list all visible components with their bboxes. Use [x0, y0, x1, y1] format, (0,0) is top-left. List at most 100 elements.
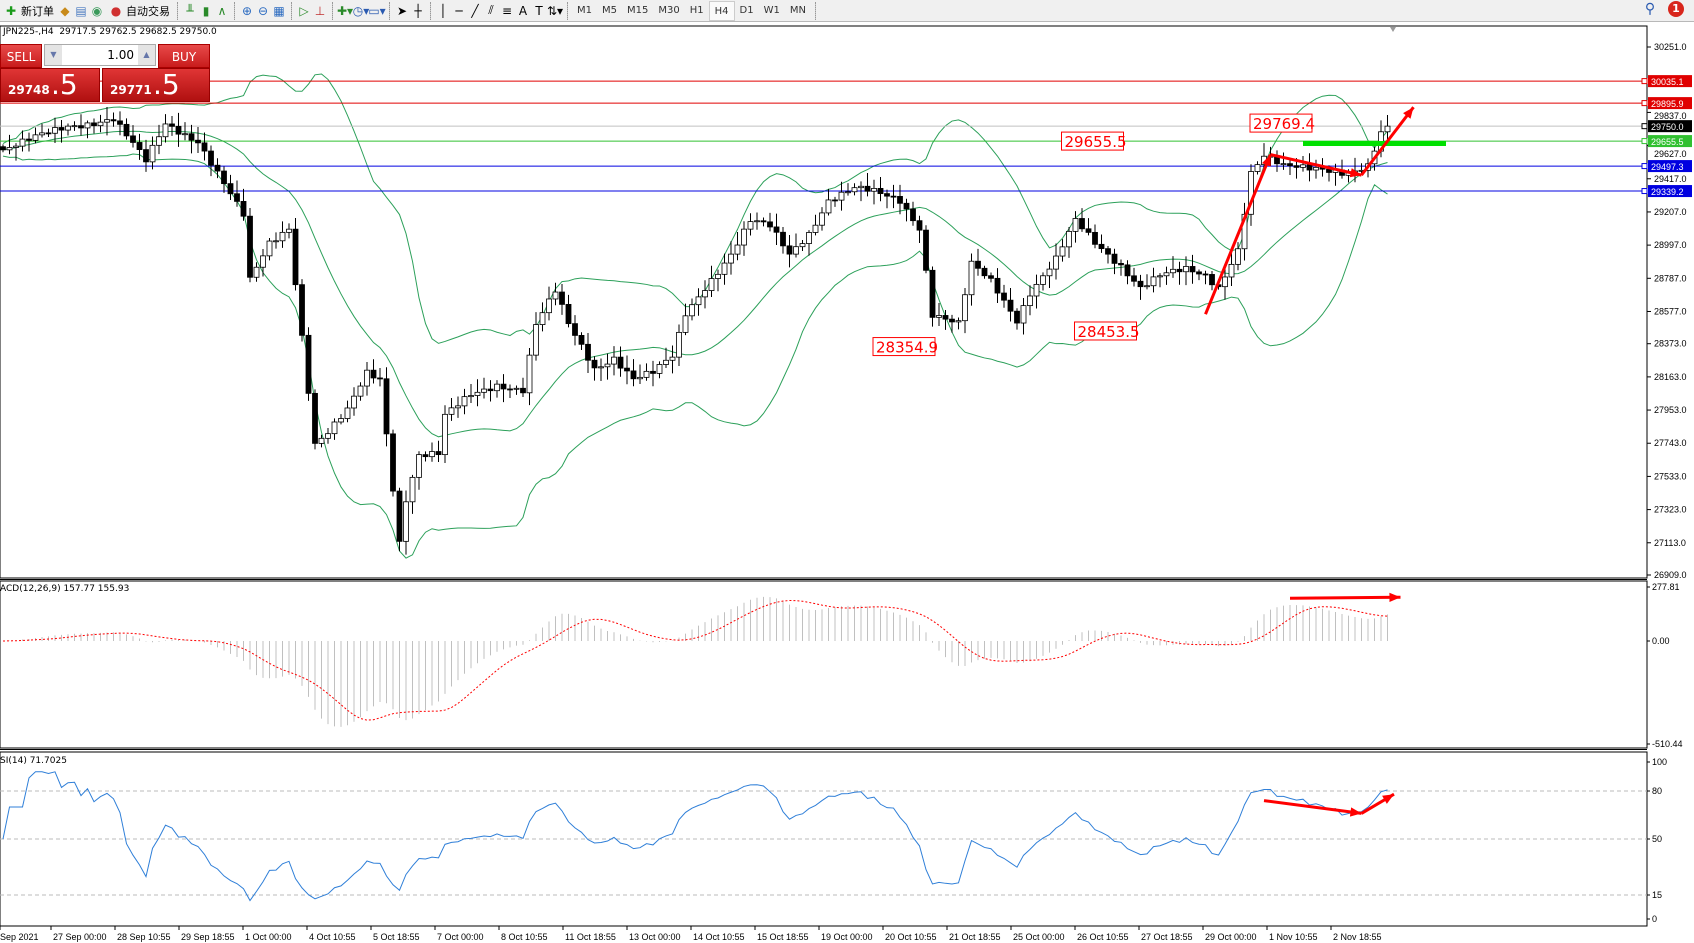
decrease-lot-icon[interactable]: ▼	[45, 45, 62, 65]
candle-body	[981, 267, 988, 277]
candle	[637, 364, 643, 385]
candle	[962, 287, 968, 334]
candle-body	[39, 132, 45, 136]
new-order-label: 新订单	[21, 4, 54, 18]
candle-body	[78, 125, 84, 129]
lot-size-stepper[interactable]: ▼ 1.00 ▲	[44, 44, 156, 66]
candle-body	[559, 291, 565, 305]
candle-body	[1098, 243, 1105, 250]
tile-windows-icon[interactable]: ▦	[273, 3, 285, 18]
candle-body	[1254, 164, 1261, 172]
timeframe-m5[interactable]: M5	[602, 4, 617, 16]
candle-body	[572, 323, 578, 336]
equidistant-channel-icon[interactable]: ⫽	[488, 3, 494, 17]
cursor-icon[interactable]: ➤	[396, 3, 408, 18]
chart-canvas[interactable]: 29655.5 28354.9 28453.5 29769.4 30251.0 29837…	[0, 22, 1694, 943]
notification-badge[interactable]: 1	[1668, 1, 1684, 17]
candle	[942, 310, 949, 330]
rsi-line	[2, 771, 1388, 902]
vertical-line-icon[interactable]: │	[439, 3, 447, 18]
zoom-out-icon[interactable]: ⊖	[257, 3, 269, 18]
candle-body	[1241, 213, 1248, 250]
candle	[858, 181, 864, 202]
candlestick-icon[interactable]: ▮	[202, 3, 210, 18]
candle	[175, 112, 182, 147]
line-chart-icon[interactable]: ∧	[217, 3, 227, 18]
timeframe-w1[interactable]: W1	[763, 4, 780, 16]
candle-body	[1280, 163, 1287, 166]
separator	[567, 1, 568, 20]
candle	[617, 346, 624, 377]
data-window-icon[interactable]: ▤	[75, 3, 87, 18]
zoom-in-icon[interactable]: ⊕	[241, 3, 253, 18]
autoscroll-icon[interactable]: ▷	[299, 3, 309, 18]
candle	[650, 360, 656, 387]
rsi-y-tick-label: 0	[1652, 914, 1657, 924]
lot-size-input[interactable]: 1.00	[107, 48, 134, 62]
candle	[292, 218, 299, 291]
candle-body	[188, 133, 195, 141]
signals-icon[interactable]: ◉	[91, 3, 103, 18]
templates-icon[interactable]: ▭▾	[368, 3, 386, 18]
periods-icon[interactable]: ◷▾	[352, 3, 370, 18]
candle-body	[890, 195, 897, 198]
timeframe-h1[interactable]: H1	[689, 4, 704, 16]
x-tick-label: 14 Oct 10:55	[693, 932, 745, 942]
timeframe-h4[interactable]: H4	[708, 0, 735, 21]
market-watch-icon[interactable]: ◆	[60, 3, 70, 18]
candle	[1059, 239, 1066, 262]
buy-price-button[interactable]: 29771 .5	[102, 68, 210, 102]
timeframe-m1[interactable]: M1	[577, 4, 592, 16]
candle-body	[669, 356, 676, 361]
candle-body	[845, 191, 851, 194]
level-handle	[1641, 138, 1648, 145]
candle-body	[780, 231, 786, 247]
candle	[747, 213, 754, 236]
candle-body	[1222, 276, 1228, 288]
candle-body	[65, 125, 71, 131]
buy-button[interactable]: BUY	[158, 44, 210, 68]
candle-body	[45, 132, 52, 135]
candle	[695, 288, 702, 316]
candle	[507, 384, 513, 398]
candle	[546, 286, 552, 321]
candle	[1202, 270, 1209, 285]
candle	[1170, 256, 1176, 278]
trendline-icon[interactable]: ╱	[471, 3, 479, 18]
indicators-icon[interactable]: ✚▾	[336, 3, 354, 18]
candle-body	[403, 501, 409, 542]
increase-lot-icon[interactable]: ▲	[138, 45, 155, 65]
candle	[305, 327, 312, 401]
auto-trading-button[interactable]: ● 自动交易	[105, 1, 173, 21]
price-level-tag	[1648, 97, 1692, 110]
bar-chart-icon[interactable]: ╨	[186, 3, 194, 18]
new-order-button[interactable]: ✚ 新订单	[0, 1, 57, 21]
candle	[565, 294, 572, 328]
candle	[663, 347, 669, 368]
candle-body	[695, 296, 702, 306]
candle	[416, 451, 422, 490]
horizontal-line-icon[interactable]: ─	[455, 3, 463, 18]
candle	[975, 248, 981, 276]
timeframe-d1[interactable]: D1	[739, 4, 754, 16]
candle-body	[1027, 295, 1033, 307]
sell-price-button[interactable]: 29748 .5	[0, 68, 100, 102]
search-icon[interactable]: ⚲	[1644, 1, 1656, 17]
annotation-box	[872, 337, 936, 357]
timeframe-m15[interactable]: M15	[627, 4, 649, 16]
sell-button[interactable]: SELL	[0, 44, 42, 68]
candle-body	[877, 188, 884, 195]
crosshair-icon[interactable]: ┼	[414, 3, 422, 18]
candle	[890, 184, 897, 209]
fibonacci-icon[interactable]: ≡	[501, 3, 513, 18]
candle-body	[1202, 273, 1209, 276]
arrows-icon[interactable]: ⇅▾	[546, 3, 564, 18]
candle-body	[624, 367, 630, 372]
text-icon[interactable]: A	[518, 3, 528, 18]
chart-shift-icon[interactable]: ⊥	[314, 3, 326, 18]
candle-body	[591, 359, 598, 369]
candle-body	[442, 413, 448, 456]
timeframe-m30[interactable]: M30	[658, 4, 680, 16]
text-label-icon[interactable]: T	[535, 3, 543, 18]
timeframe-mn[interactable]: MN	[789, 4, 806, 16]
